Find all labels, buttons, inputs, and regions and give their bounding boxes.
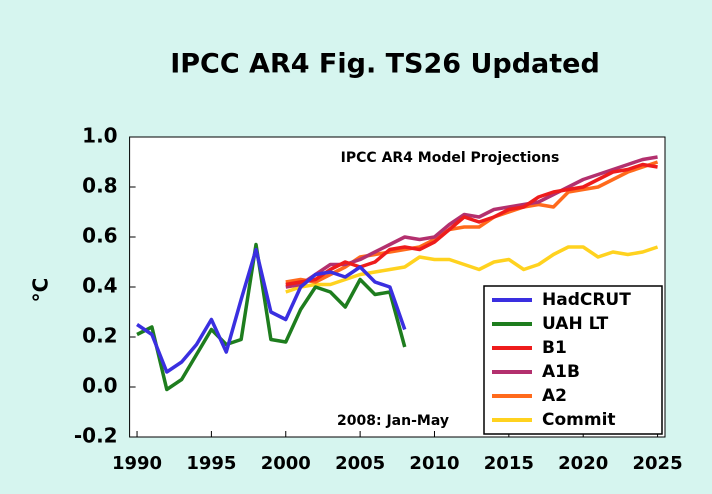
legend-label: A2 (542, 386, 567, 406)
series-line (285, 162, 658, 287)
x-tick-label: 2005 (335, 453, 385, 474)
y-tick-label: 1.0 (82, 124, 117, 148)
y-tick-label: 0.6 (82, 224, 117, 248)
series-line (136, 242, 407, 392)
y-tick-label: -0.2 (74, 424, 118, 448)
y-tick-label: 0.8 (82, 174, 117, 198)
x-tick-label: 1995 (186, 453, 236, 474)
annotation: IPCC AR4 Model Projections (341, 150, 560, 166)
y-tick-label: 0.2 (82, 324, 117, 348)
y-axis-label: °C (29, 278, 53, 303)
legend-label: A1B (542, 362, 580, 382)
x-tick-label: 2010 (409, 453, 459, 474)
legend-label: B1 (542, 338, 567, 358)
legend-label: UAH LT (542, 314, 609, 334)
x-tick-label: 2015 (484, 453, 534, 474)
legend-label: HadCRUT (542, 290, 631, 310)
chart-title: IPCC AR4 Fig. TS26 Updated (170, 49, 600, 80)
annotation: 2008: Jan-May (337, 413, 449, 429)
y-tick-label: 0.4 (82, 274, 117, 298)
series-line (285, 245, 659, 294)
legend-label: Commit (542, 410, 616, 430)
x-tick-label: 2020 (558, 453, 608, 474)
x-tick-label: 1990 (112, 453, 162, 474)
x-tick-label: 2025 (633, 453, 683, 474)
series-line (136, 247, 407, 374)
legend-box (483, 285, 663, 435)
y-tick-label: 0.0 (82, 374, 117, 398)
x-tick-label: 2000 (261, 453, 311, 474)
